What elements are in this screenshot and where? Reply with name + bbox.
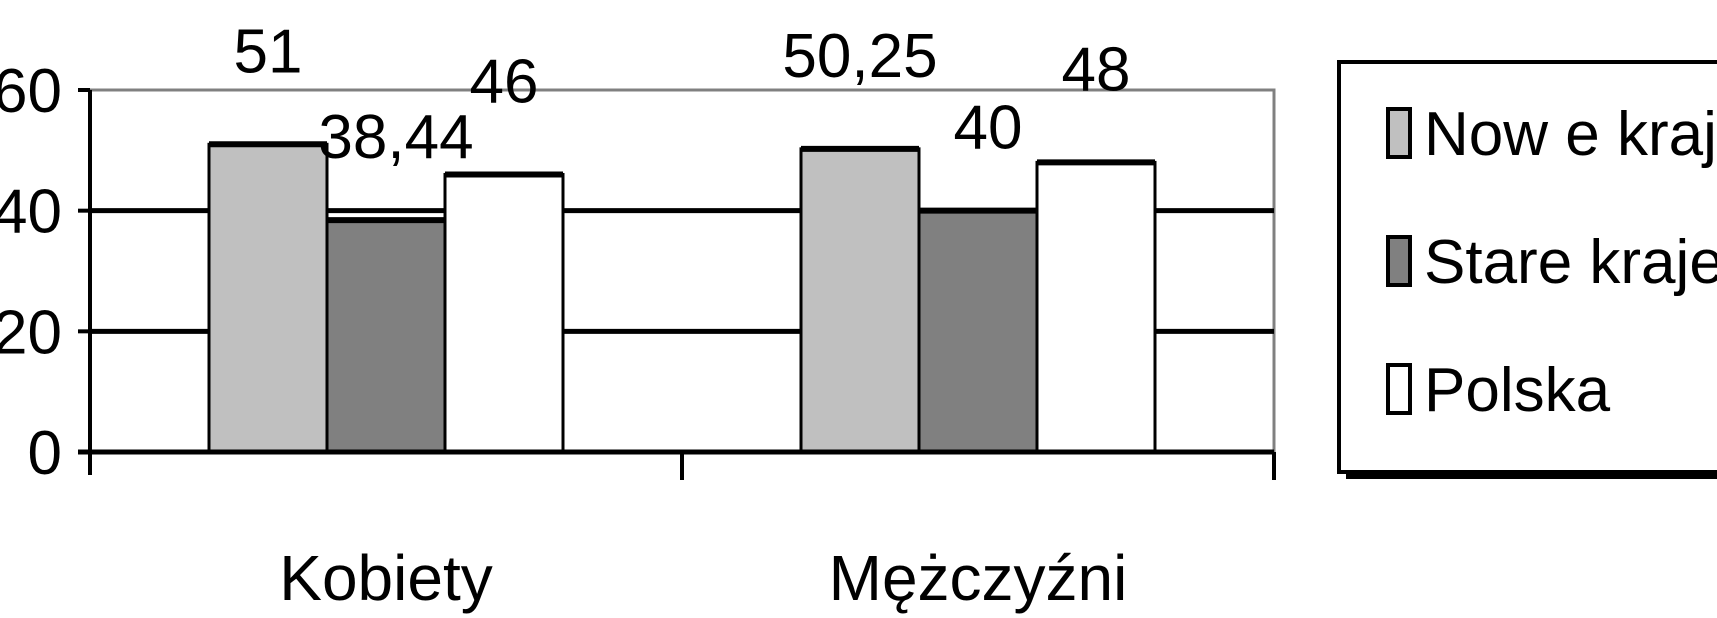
legend: Now e kraje UE Stare kraje UE Polska — [1337, 60, 1717, 479]
legend-swatch — [1386, 107, 1412, 159]
category-label: Mężczyźni — [829, 542, 1128, 614]
bar — [443, 172, 565, 454]
legend-label: Polska — [1424, 356, 1611, 425]
axes — [78, 90, 1276, 480]
bar — [1035, 160, 1157, 454]
legend-label: Stare kraje UE — [1424, 228, 1717, 297]
bars — [207, 141, 1157, 454]
legend-items: Now e kraje UE Stare kraje UE Polska — [1386, 100, 1717, 425]
data-label: 40 — [954, 94, 1023, 163]
y-tick-label: 60 — [0, 57, 62, 126]
legend-label: Now e kraje UE — [1424, 100, 1717, 169]
legend-swatch — [1386, 235, 1412, 287]
bar — [799, 147, 921, 454]
legend-swatch — [1386, 363, 1412, 415]
data-label: 46 — [470, 47, 539, 116]
y-tick-label: 20 — [0, 298, 62, 367]
data-label: 50,25 — [782, 22, 937, 91]
data-label: 51 — [234, 17, 303, 86]
y-tick-label: 40 — [0, 178, 62, 247]
data-label: 48 — [1062, 35, 1131, 104]
y-tick-label: 0 — [28, 419, 62, 488]
bar — [325, 218, 447, 454]
data-label: 38,44 — [318, 103, 473, 172]
category-labels: Kobiety Mężczyźni — [279, 542, 1127, 614]
bar — [207, 142, 329, 454]
category-label: Kobiety — [279, 542, 492, 614]
bar — [917, 209, 1039, 454]
y-tick-labels: 0 20 40 60 — [0, 57, 62, 488]
